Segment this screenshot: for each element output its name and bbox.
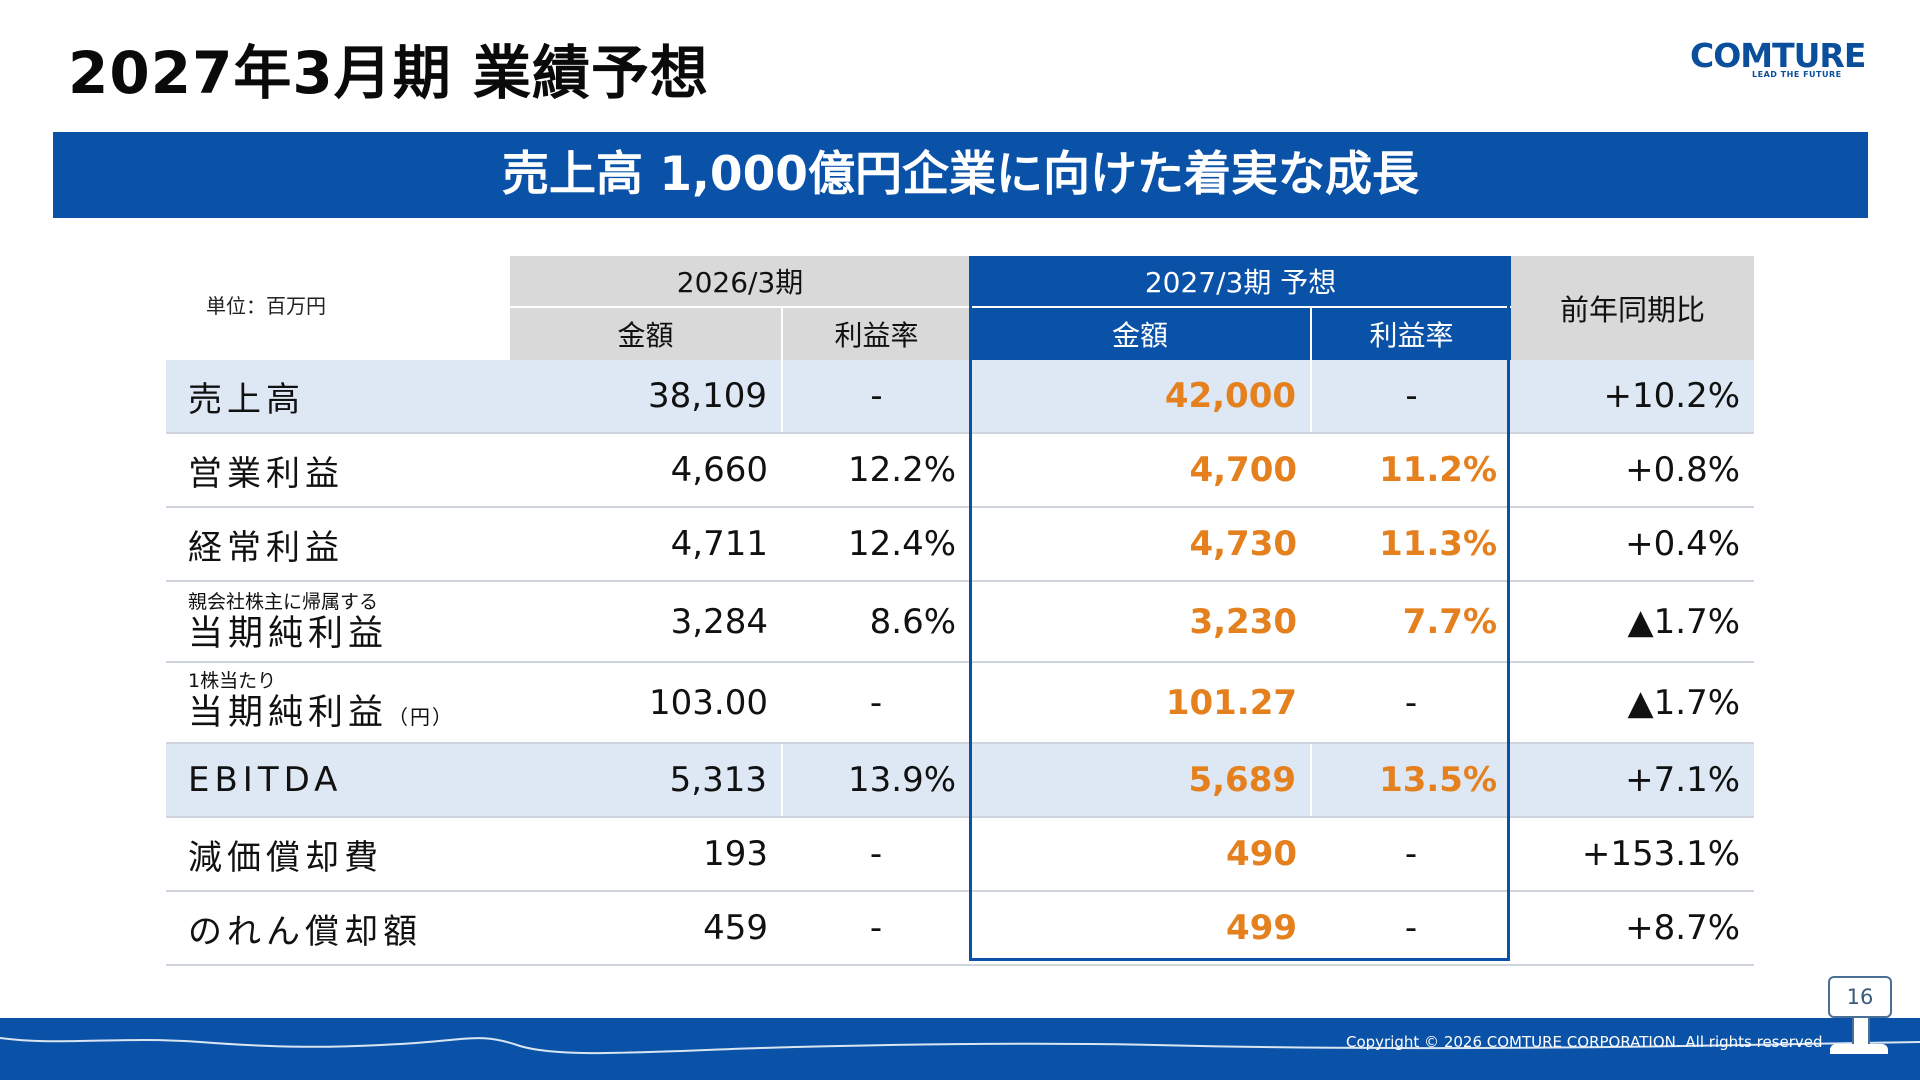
row-label: 経常利益 xyxy=(166,507,510,582)
row-label: 減価償却費 xyxy=(166,817,510,892)
table-row: EBITDA 5,313 13.9% 5,689 13.5% +7.1% xyxy=(166,743,1755,818)
table-row: 減価償却費 193 - 490 - +153.1% xyxy=(166,817,1755,892)
table-row: のれん償却額 459 - 499 - +8.7% xyxy=(166,891,1755,966)
fcst-margin: - xyxy=(1311,817,1512,892)
row-label-prefix: 親会社株主に帰属する xyxy=(188,590,379,613)
logo-tagline: LEAD THE FUTURE xyxy=(1752,70,1842,79)
yoy-change: ▲1.7% xyxy=(1511,581,1755,663)
comture-logo: COMTURE LEAD THE FUTURE xyxy=(1690,38,1900,82)
fcst-amount: 4,730 xyxy=(970,507,1312,582)
fcst-amount: 5,689 xyxy=(970,743,1312,818)
page-number-stand xyxy=(1852,1016,1870,1046)
yoy-change: +0.4% xyxy=(1511,507,1755,582)
header-fcst-margin: 利益率 xyxy=(1310,307,1512,360)
yoy-change: +8.7% xyxy=(1511,891,1755,966)
fcst-amount: 3,230 xyxy=(970,581,1312,663)
unit-label: 単位：百万円 xyxy=(206,294,326,318)
prev-amount: 193 xyxy=(510,817,782,892)
yoy-change: +0.8% xyxy=(1511,433,1755,508)
row-label: EBITDA xyxy=(166,743,510,818)
fcst-margin: 13.5% xyxy=(1310,743,1512,818)
page-number: 16 xyxy=(1828,976,1892,1018)
copyright-notice: Copyright © 2026 COMTURE CORPORATION. Al… xyxy=(1346,1033,1823,1051)
fcst-amount: 42,000 xyxy=(970,360,1312,434)
row-label-prefix: 1株当たり xyxy=(188,669,277,692)
header-fcst-amount: 金額 xyxy=(970,307,1312,360)
prev-amount: 38,109 xyxy=(510,360,782,434)
fcst-amount: 490 xyxy=(970,817,1312,892)
prev-margin: - xyxy=(782,817,971,892)
wave-decoration xyxy=(0,1037,1920,1055)
header-yoy: 前年同期比 xyxy=(1511,256,1755,360)
header-prev-amount: 金額 xyxy=(510,307,782,360)
row-label-main: 当期純利益 xyxy=(188,692,389,733)
prev-margin: - xyxy=(782,662,971,744)
fcst-margin: 11.3% xyxy=(1311,507,1512,582)
table-row: 親会社株主に帰属する 当期純利益 3,284 8.6% 3,230 7.7% ▲… xyxy=(166,581,1755,663)
prev-amount: 4,711 xyxy=(510,507,782,582)
row-label: のれん償却額 xyxy=(166,891,510,966)
prev-margin: - xyxy=(780,360,971,434)
prev-amount: 3,284 xyxy=(510,581,782,663)
row-label: 売上高 xyxy=(166,360,510,434)
table-row: 経常利益 4,711 12.4% 4,730 11.3% +0.4% xyxy=(166,507,1755,582)
prev-margin: 12.4% xyxy=(782,507,971,582)
logo-wordmark: COMTURE xyxy=(1690,36,1866,75)
fcst-margin: 7.7% xyxy=(1311,581,1512,663)
fcst-margin: - xyxy=(1310,360,1512,434)
yoy-change: +10.2% xyxy=(1511,360,1755,434)
table-row: 営業利益 4,660 12.2% 4,700 11.2% +0.8% xyxy=(166,433,1755,508)
row-label: 1株当たり 当期純利益（円） xyxy=(166,662,510,744)
row-label: 親会社株主に帰属する 当期純利益 xyxy=(166,581,510,663)
yoy-change: +7.1% xyxy=(1511,743,1755,818)
prev-amount: 4,660 xyxy=(510,433,782,508)
fcst-amount: 101.27 xyxy=(970,662,1312,744)
forecast-table: 単位：百万円 2026/3期 2027/3期 予想 前年同期比 金額 利益率 金… xyxy=(166,256,1755,966)
headline-banner: 売上高 1,000億円企業に向けた着実な成長 xyxy=(53,132,1868,218)
prev-amount: 103.00 xyxy=(510,662,782,744)
table-row: 1株当たり 当期純利益（円） 103.00 - 101.27 - ▲1.7% xyxy=(166,662,1755,744)
prev-amount: 459 xyxy=(510,891,782,966)
fcst-amount: 499 xyxy=(970,891,1312,966)
prev-margin: 12.2% xyxy=(782,433,971,508)
prev-margin: - xyxy=(782,891,971,966)
fcst-amount: 4,700 xyxy=(970,433,1312,508)
fcst-margin: - xyxy=(1311,662,1512,744)
fcst-margin: - xyxy=(1311,891,1512,966)
header-prev-period: 2026/3期 xyxy=(510,256,971,308)
prev-margin: 8.6% xyxy=(782,581,971,663)
prev-amount: 5,313 xyxy=(510,743,782,818)
row-label-unit: （円） xyxy=(388,704,455,729)
row-label: 営業利益 xyxy=(166,433,510,508)
prev-margin: 13.9% xyxy=(780,743,971,818)
page-number-base xyxy=(1830,1044,1888,1054)
header-forecast-period: 2027/3期 予想 xyxy=(970,256,1512,308)
row-label-main: 当期純利益 xyxy=(188,613,389,654)
yoy-change: +153.1% xyxy=(1511,817,1755,892)
yoy-change: ▲1.7% xyxy=(1511,662,1755,744)
footer-band xyxy=(0,1018,1920,1080)
slide-title: 2027年3月期 業績予想 xyxy=(68,39,709,107)
fcst-margin: 11.2% xyxy=(1311,433,1512,508)
header-prev-margin: 利益率 xyxy=(780,307,971,360)
table-row: 売上高 38,109 - 42,000 - +10.2% xyxy=(166,360,1755,434)
